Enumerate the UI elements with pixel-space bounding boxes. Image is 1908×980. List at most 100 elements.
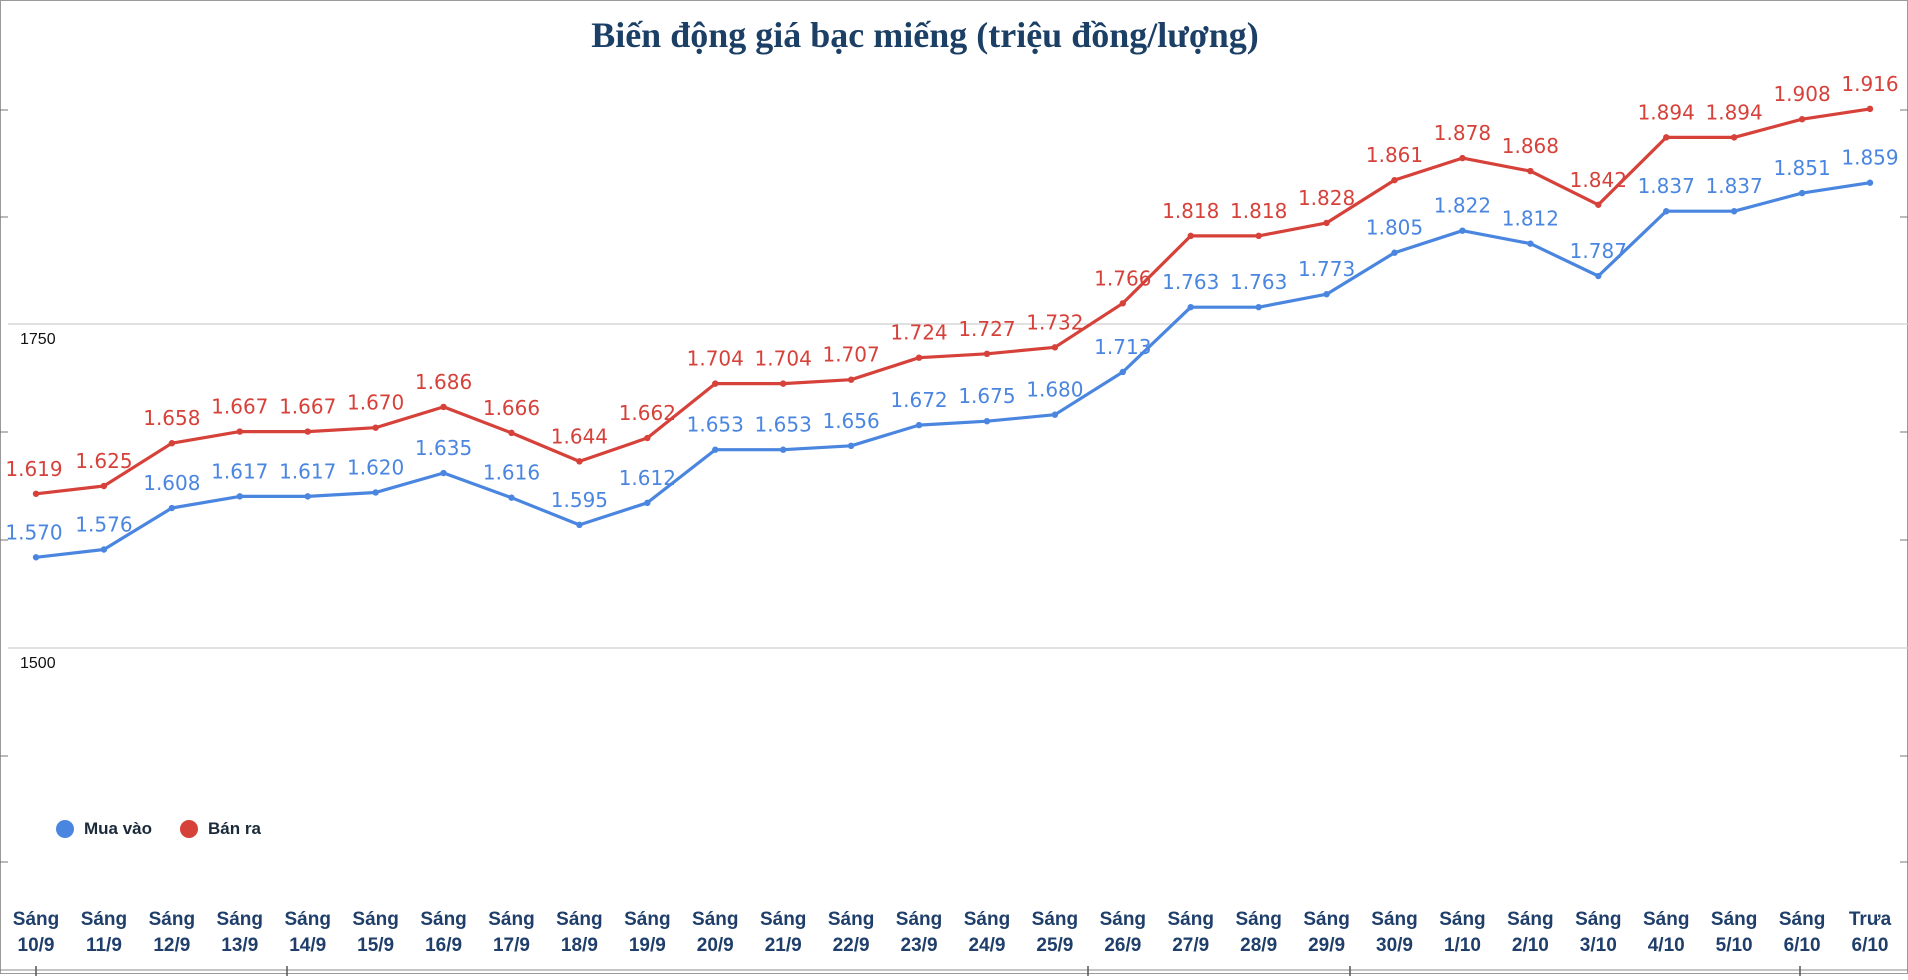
x-tick-label-line1: Sáng (828, 909, 874, 930)
x-tick-label-line1: Sáng (1032, 909, 1078, 930)
data-label: 1.666 (483, 396, 540, 420)
x-tick-label-line1: Sáng (1100, 909, 1146, 930)
data-point (304, 493, 311, 500)
data-label: 1.595 (551, 488, 608, 512)
data-label: 1.868 (1502, 134, 1559, 158)
x-tick-label-line2: 11/9 (86, 935, 122, 956)
data-label: 1.763 (1230, 270, 1287, 294)
data-label: 1.619 (5, 457, 62, 481)
x-tick-label-line2: 25/9 (1036, 935, 1073, 956)
x-tick-label-line1: Sáng (624, 909, 670, 930)
data-label: 1.732 (1026, 310, 1083, 334)
x-tick-label-line2: 2/10 (1512, 935, 1549, 956)
x-tick-label-line2: 15/9 (357, 935, 394, 956)
x-tick-label-line1: Sáng (964, 909, 1010, 930)
data-label: 1.707 (822, 343, 879, 367)
data-label: 1.916 (1841, 72, 1898, 96)
data-label: 1.822 (1434, 194, 1491, 218)
data-label: 1.704 (755, 347, 812, 371)
data-label: 1.576 (75, 513, 132, 537)
data-label: 1.859 (1841, 146, 1898, 170)
data-point (1866, 105, 1874, 113)
data-point (1051, 411, 1059, 418)
x-tick-label-line2: 22/9 (833, 935, 870, 956)
x-tick-label-line1: Sáng (284, 909, 330, 930)
x-tick-label-line2: 27/9 (1172, 935, 1209, 956)
x-tick-label-line1: Sáng (1643, 909, 1689, 930)
data-label: 1.608 (143, 471, 200, 495)
x-tick-label-line2: 6/10 (1852, 935, 1889, 956)
data-point (779, 380, 787, 387)
data-label: 1.842 (1570, 168, 1627, 192)
legend-label-mua-vao: Mua vào (84, 819, 153, 838)
data-point (1798, 189, 1806, 197)
x-tick-label-line1: Sáng (1303, 909, 1349, 930)
data-label: 1.837 (1706, 174, 1763, 198)
x-tick-label-line2: 21/9 (765, 935, 802, 956)
legend-item-ban-ra: Bán ra (180, 819, 261, 839)
data-point (1255, 303, 1262, 311)
data-label: 1.812 (1502, 207, 1559, 231)
data-point (644, 499, 651, 507)
x-tick-label-line2: 13/9 (221, 935, 258, 956)
data-label: 1.818 (1230, 199, 1287, 223)
x-tick-label-line1: Trưa (1849, 909, 1892, 930)
data-point (576, 521, 583, 529)
data-label: 1.667 (211, 395, 268, 419)
data-label: 1.653 (687, 413, 744, 437)
data-point (1459, 227, 1466, 234)
data-label: 1.837 (1638, 174, 1695, 198)
data-point (983, 350, 991, 358)
data-label: 1.672 (890, 388, 947, 412)
data-point (1527, 240, 1534, 247)
x-tick-label-line1: Sáng (13, 909, 59, 930)
x-tick-label-line1: Sáng (1507, 909, 1553, 930)
series-line-ban-ra (34, 107, 1872, 496)
data-point (372, 424, 379, 431)
data-point (508, 429, 515, 437)
data-point (372, 489, 379, 496)
data-point (440, 403, 447, 411)
data-label: 1.656 (822, 409, 879, 433)
data-point (847, 442, 855, 450)
data-point (1119, 368, 1127, 376)
data-label: 1.894 (1706, 100, 1763, 124)
x-tick-label-line1: Sáng (488, 909, 534, 930)
data-label: 1.851 (1773, 156, 1830, 180)
x-tick-label-line2: 30/9 (1376, 935, 1413, 956)
data-label: 1.713 (1094, 335, 1151, 359)
x-tick-label-line1: Sáng (1779, 909, 1825, 930)
x-tick-label-line1: Sáng (149, 909, 195, 930)
x-tick-label-line2: 6/10 (1784, 935, 1821, 956)
data-label: 1.861 (1366, 143, 1423, 167)
data-point (1595, 272, 1602, 280)
x-tick-label-line2: 12/9 (153, 935, 190, 956)
x-tick-label-line2: 26/9 (1104, 935, 1141, 956)
data-label: 1.805 (1366, 216, 1423, 240)
x-tick-label-line2: 4/10 (1648, 935, 1685, 956)
data-label: 1.617 (211, 459, 268, 483)
data-point (236, 493, 243, 500)
data-label: 1.570 (5, 520, 62, 544)
data-label: 1.908 (1773, 82, 1830, 106)
data-label: 1.680 (1026, 378, 1083, 402)
x-tick-label-line2: 24/9 (968, 935, 1005, 956)
x-tick-label-line2: 19/9 (629, 935, 666, 956)
x-tick-label-line2: 14/9 (289, 935, 326, 956)
x-tick-label-line1: Sáng (1439, 909, 1485, 930)
data-label: 1.773 (1298, 257, 1355, 281)
data-point (1798, 116, 1806, 123)
data-point (32, 490, 40, 497)
data-point (32, 554, 40, 561)
data-point (168, 440, 176, 447)
series-line-mua-vao (34, 181, 1872, 559)
data-point (712, 380, 719, 387)
data-label: 1.620 (347, 455, 404, 479)
data-label: 1.625 (75, 449, 132, 473)
data-label: 1.818 (1162, 199, 1219, 223)
data-point (304, 428, 311, 435)
x-tick-label-line1: Sáng (896, 909, 942, 930)
data-label: 1.724 (890, 321, 947, 345)
x-tick-label-line2: 20/9 (697, 935, 734, 956)
data-label: 1.787 (1570, 239, 1627, 263)
